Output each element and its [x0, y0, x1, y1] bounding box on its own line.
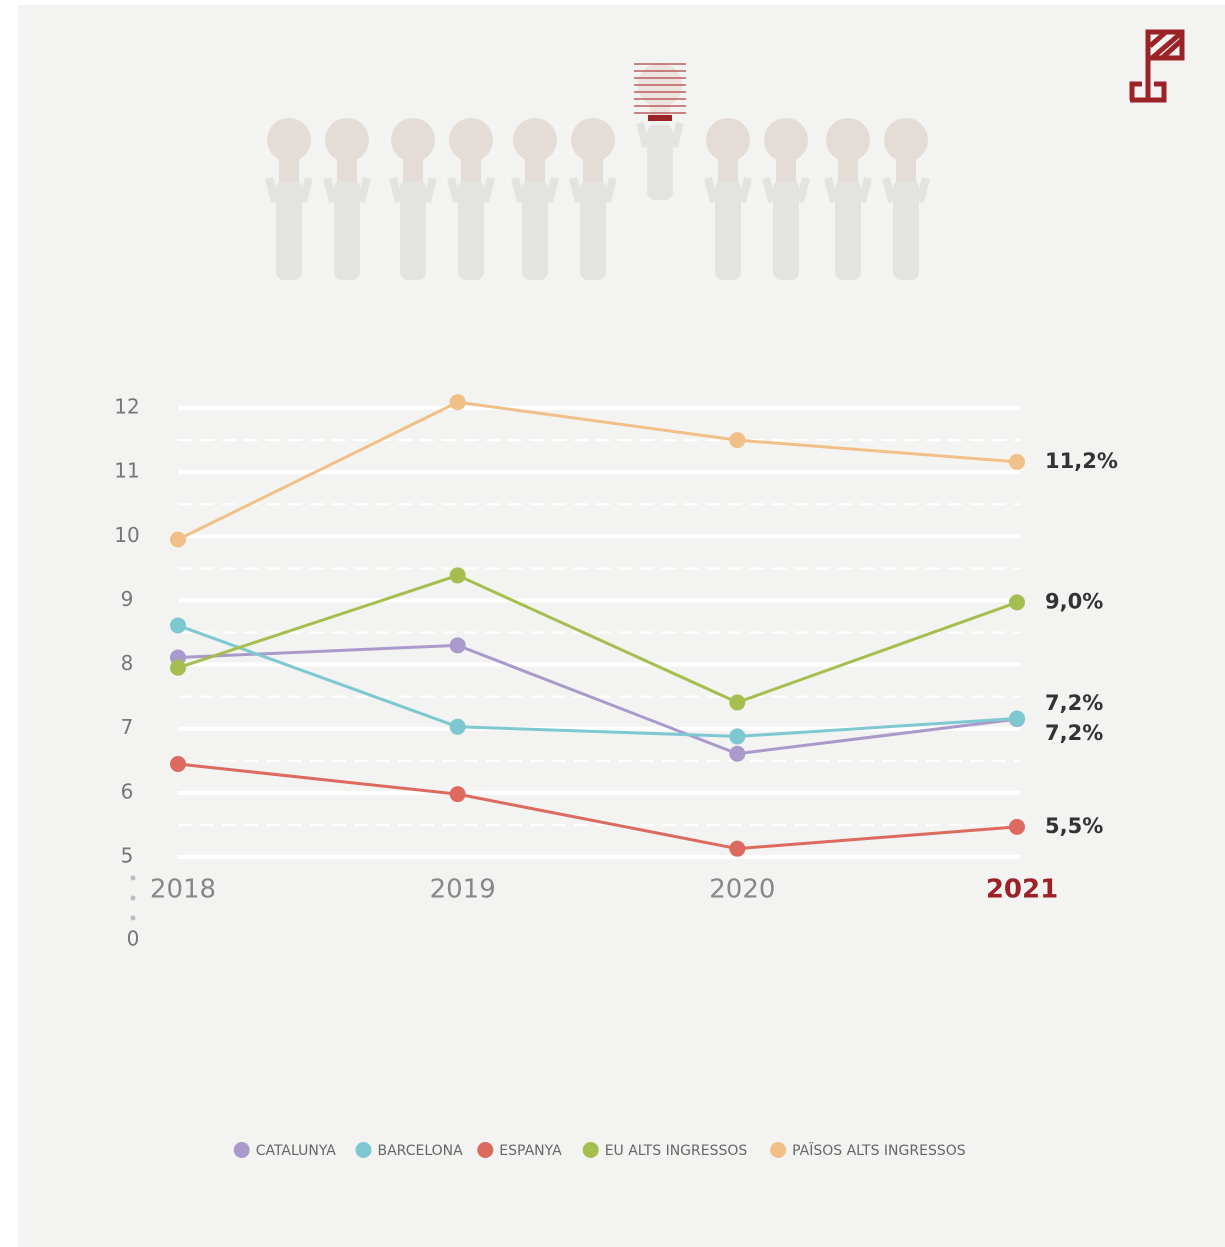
- value-label: 7,2%: [1045, 691, 1103, 715]
- background: [18, 5, 1225, 1247]
- person-body: [458, 180, 484, 280]
- bulb-base: [896, 158, 916, 182]
- data-point: [1009, 819, 1025, 835]
- person-body: [893, 180, 919, 280]
- bulb-base: [403, 158, 423, 182]
- bulb: [513, 118, 557, 162]
- bulb: [267, 118, 311, 162]
- legend-marker: [234, 1142, 250, 1158]
- axis-break-label: 0: [127, 927, 140, 951]
- bulb: [764, 118, 808, 162]
- bulb: [884, 118, 928, 162]
- data-point: [170, 756, 186, 772]
- person-body: [400, 180, 426, 280]
- bulb: [449, 118, 493, 162]
- person-body: [522, 180, 548, 280]
- bulb-base: [583, 158, 603, 182]
- bulb-base: [525, 158, 545, 182]
- data-point: [450, 567, 466, 583]
- person-body: [647, 125, 673, 200]
- data-point: [450, 637, 466, 653]
- legend-marker: [356, 1142, 372, 1158]
- data-point: [729, 432, 745, 448]
- y-tick-label: 9: [121, 587, 134, 611]
- chart: 0 5 6 7 8 9 10 11 12 2018 2019 2020 2021 11,2% 9,0% 7,…: [0, 0, 1225, 1247]
- bulb-base: [838, 158, 858, 182]
- legend-label: ESPANYA: [499, 1143, 562, 1159]
- data-point: [170, 531, 186, 547]
- data-point: [170, 660, 186, 676]
- legend-marker: [477, 1142, 493, 1158]
- bulb-base: [461, 158, 481, 182]
- legend-label: PAÏSOS ALTS INGRESSOS: [792, 1141, 966, 1159]
- bulb: [325, 118, 369, 162]
- data-point: [170, 617, 186, 633]
- y-tick-label: 10: [114, 523, 139, 547]
- y-tick-label: 5: [121, 844, 134, 868]
- data-point: [450, 719, 466, 735]
- y-tick-label: 12: [114, 395, 139, 419]
- legend-marker: [770, 1142, 786, 1158]
- data-point: [1009, 710, 1025, 726]
- x-tick-label: 2019: [430, 875, 496, 905]
- person-body: [715, 180, 741, 280]
- value-label: 11,2%: [1045, 449, 1118, 473]
- legend-label: CATALUNYA: [256, 1143, 337, 1159]
- bulb-base: [337, 158, 357, 182]
- bulb-band: [648, 115, 672, 121]
- x-tick-label: 2018: [150, 875, 216, 905]
- person-body: [334, 180, 360, 280]
- bulb-base: [776, 158, 796, 182]
- bulb: [826, 118, 870, 162]
- person-body: [835, 180, 861, 280]
- bulb: [706, 118, 750, 162]
- data-point: [729, 728, 745, 744]
- x-tick-label: 2020: [709, 875, 775, 905]
- data-point: [1009, 594, 1025, 610]
- data-point: [450, 786, 466, 802]
- person-body: [276, 180, 302, 280]
- y-tick-label: 6: [121, 779, 134, 803]
- y-tick-label: 8: [121, 651, 134, 675]
- legend-label: BARCELONA: [378, 1143, 464, 1159]
- person-body: [580, 180, 606, 280]
- bulb-base: [718, 158, 738, 182]
- person-body: [773, 180, 799, 280]
- value-label: 7,2%: [1045, 721, 1103, 745]
- y-tick-label: 7: [121, 715, 134, 739]
- data-point: [729, 694, 745, 710]
- bulb: [571, 118, 615, 162]
- y-tick-label: 11: [114, 459, 139, 483]
- data-point: [450, 394, 466, 410]
- legend-marker: [583, 1142, 599, 1158]
- value-label: 5,5%: [1045, 814, 1103, 838]
- bulb: [391, 118, 435, 162]
- legend-label: EU ALTS INGRESSOS: [605, 1143, 748, 1159]
- x-tick-label: 2021: [986, 875, 1058, 905]
- data-point: [729, 841, 745, 857]
- value-label: 9,0%: [1045, 589, 1103, 613]
- data-point: [1009, 454, 1025, 470]
- bulb-base: [279, 158, 299, 182]
- data-point: [729, 746, 745, 762]
